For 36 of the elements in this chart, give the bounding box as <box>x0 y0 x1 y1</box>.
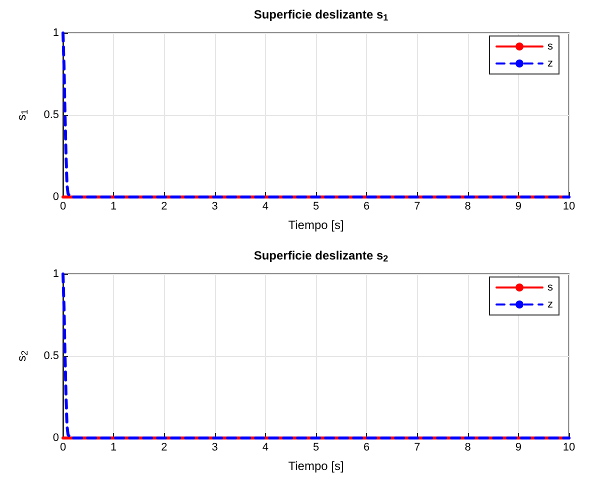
x-tick-label: 10 <box>562 200 576 212</box>
x-axis-title: Tiempo [s] <box>288 218 344 232</box>
x-tick-label: 7 <box>414 442 420 454</box>
y-tick-label: 0.5 <box>44 109 59 121</box>
x-tick-label: 1 <box>110 200 117 212</box>
x-tick-label: 4 <box>262 200 268 212</box>
x-tick-label: 2 <box>161 442 168 454</box>
x-tick-label: 8 <box>464 200 471 212</box>
x-tick-label: 2 <box>161 200 168 212</box>
y-tick-label: 0 <box>52 191 59 203</box>
x-tick-label: 4 <box>262 442 268 454</box>
x-tick-label: 7 <box>414 200 420 212</box>
line-series <box>62 32 570 198</box>
x-tick-label: 5 <box>312 442 320 454</box>
y-tick-label: 0.5 <box>44 350 59 362</box>
y-tick-label: 1 <box>52 268 59 280</box>
y-tick-label: 1 <box>52 27 59 39</box>
x-tick-label: 9 <box>515 442 522 454</box>
x-tick-label: 3 <box>212 442 218 454</box>
x-tick-label: 8 <box>464 442 471 454</box>
line-series <box>62 272 570 440</box>
x-tick-label: 9 <box>515 200 522 212</box>
legend-label: s <box>548 282 554 294</box>
y-tick-label: 0 <box>52 432 59 444</box>
x-tick-label: 1 <box>110 442 117 454</box>
y-axis-title: s2 <box>14 350 30 362</box>
legend-label: z <box>548 298 553 310</box>
x-tick-label: 6 <box>364 442 370 454</box>
y-axis-title: s1 <box>14 109 30 121</box>
x-tick-label: 10 <box>562 442 576 454</box>
legend-label: s <box>548 40 554 52</box>
x-tick-label: 6 <box>364 200 370 212</box>
x-tick-label: 3 <box>212 200 218 212</box>
x-axis-title: Tiempo [s] <box>288 459 344 473</box>
x-tick-label: 5 <box>312 200 320 212</box>
legend-label: z <box>548 58 553 70</box>
